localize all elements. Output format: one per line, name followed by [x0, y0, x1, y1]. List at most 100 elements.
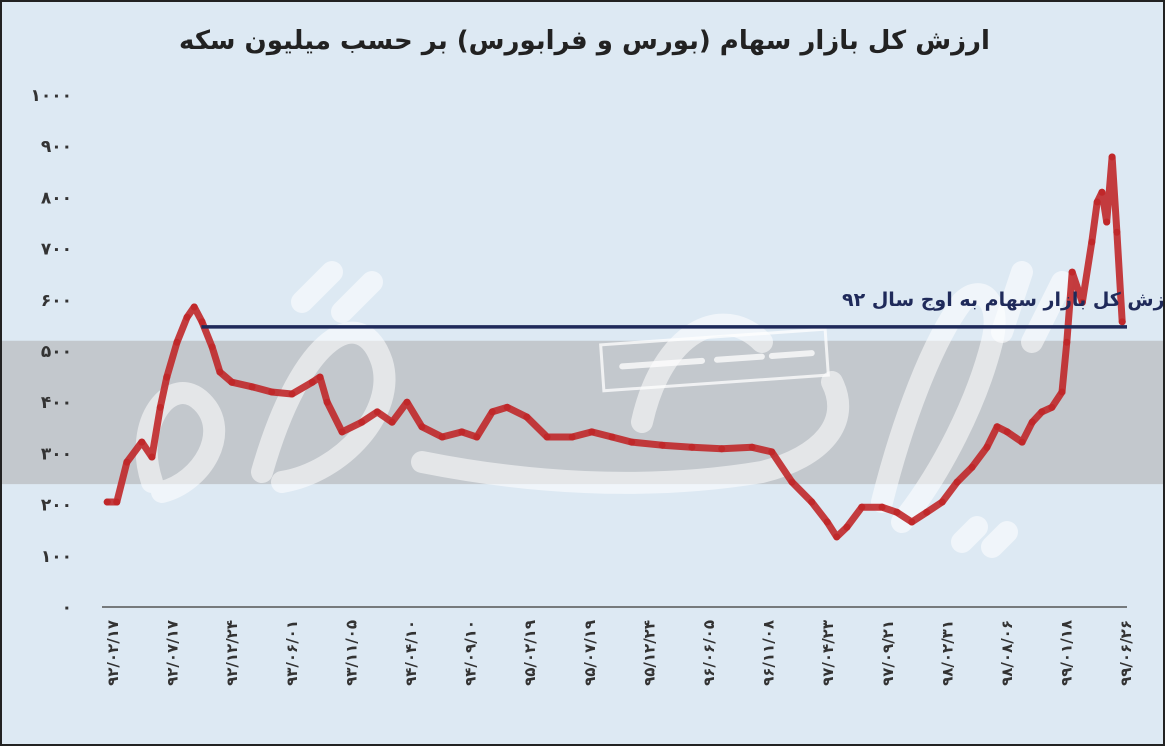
watermark-stamp-mark: [713, 353, 765, 363]
x-tick-label: ۹۵/۰۲/۱۹: [521, 620, 539, 686]
data-point: [358, 418, 366, 426]
data-point: [938, 498, 946, 506]
data-point: [808, 498, 816, 506]
watermark-stroke: [951, 516, 1018, 558]
data-point: [248, 383, 256, 391]
data-point: [156, 403, 164, 411]
watermark: [135, 261, 1073, 558]
data-point: [568, 433, 576, 441]
x-tick-label: ۹۴/۰۹/۱۰: [462, 620, 480, 686]
data-point: [1028, 418, 1036, 426]
chart-title: ارزش کل بازار سهام (بورس و فرابورس) بر ح…: [179, 26, 990, 56]
y-tick-label: ۰: [62, 598, 72, 618]
y-tick-label: ۵۰۰: [41, 342, 72, 362]
data-point: [208, 343, 216, 351]
y-tick-label: ۶۰۰: [41, 291, 72, 311]
x-tick-label: ۹۷/۰۴/۲۳: [819, 620, 837, 686]
watermark-stroke: [871, 283, 1006, 533]
data-point: [228, 378, 236, 386]
data-point: [123, 458, 131, 466]
y-tick-label: ۲۰۰: [41, 496, 72, 516]
y-tick-label: ۸۰۰: [41, 188, 72, 208]
data-point: [893, 508, 901, 516]
data-point: [1118, 318, 1126, 326]
data-point: [993, 423, 1001, 431]
data-point: [628, 438, 636, 446]
y-tick-label: ۱۰۰۰: [30, 86, 72, 106]
data-point: [1003, 428, 1011, 436]
y-tick-label: ۱۰۰: [41, 547, 72, 567]
data-point: [163, 373, 171, 381]
watermark-box: [599, 327, 830, 393]
watermark-stroke: [135, 382, 226, 503]
data-point: [833, 533, 841, 541]
data-point: [288, 390, 296, 398]
data-point: [718, 445, 726, 453]
data-point: [316, 373, 324, 381]
data-point: [190, 303, 198, 311]
data-point: [1113, 228, 1121, 236]
watermark-stamp-mark: [619, 357, 706, 370]
x-tick-label: ۹۹/۰۶/۲۶: [1117, 620, 1135, 686]
data-point: [216, 368, 224, 376]
x-tick-label: ۹۲/۱۲/۲۴: [223, 620, 241, 686]
data-point: [458, 428, 466, 436]
data-point: [418, 423, 426, 431]
data-point: [878, 503, 886, 511]
data-point: [488, 408, 496, 416]
data-point: [403, 398, 411, 406]
data-point: [688, 443, 696, 451]
data-point: [658, 441, 666, 449]
data-point: [473, 433, 481, 441]
data-point: [1103, 218, 1111, 226]
data-point: [1018, 438, 1026, 446]
data-point: [858, 503, 866, 511]
y-tick-label: ۹۰۰: [41, 137, 72, 157]
data-point: [503, 403, 511, 411]
data-point: [543, 433, 551, 441]
x-tick-label: ۹۳/۰۶/۰۱: [283, 620, 301, 686]
data-point: [1058, 388, 1066, 396]
y-tick-label: ۷۰۰: [41, 240, 72, 260]
data-point: [308, 378, 316, 386]
x-tick-label: ۹۶/۰۶/۰۵: [700, 620, 718, 686]
x-tick-label: ۹۳/۱۱/۰۵: [342, 620, 360, 686]
watermark-stamp: [599, 327, 830, 393]
data-point: [323, 398, 331, 406]
watermark-stamp-mark: [768, 350, 815, 359]
x-tick-label: ۹۸/۰۲/۳۱: [938, 620, 956, 686]
data-point: [173, 338, 181, 346]
data-point: [1098, 188, 1106, 196]
x-tick-label: ۹۶/۱۱/۰۸: [760, 620, 778, 686]
data-point: [268, 388, 276, 396]
data-point: [923, 508, 931, 516]
x-tick-label: ۹۵/۱۲/۲۴: [640, 620, 658, 686]
data-point: [103, 498, 111, 506]
watermark-stroke: [251, 321, 396, 493]
data-point: [183, 313, 191, 321]
data-point: [148, 453, 156, 461]
x-tick-label: ۹۷/۰۹/۲۱: [879, 620, 897, 686]
watermark-stroke: [291, 261, 383, 323]
data-point: [953, 478, 961, 486]
data-point: [588, 428, 596, 436]
data-point: [843, 523, 851, 531]
data-point: [1063, 338, 1071, 346]
data-point: [1078, 298, 1086, 306]
data-point: [198, 318, 206, 326]
x-tick-label: ۹۲/۰۷/۱۷: [164, 620, 182, 686]
data-point: [138, 438, 146, 446]
y-tick-label: ۳۰۰: [41, 444, 72, 464]
data-point: [908, 518, 916, 526]
data-point: [788, 478, 796, 486]
data-point: [388, 418, 396, 426]
reference-line-label: رسیدن ارزش کل بازار سهام به اوج سال ۹۲: [842, 289, 1165, 311]
data-point: [338, 428, 346, 436]
data-point: [748, 443, 756, 451]
data-point: [608, 433, 616, 441]
data-point: [373, 408, 381, 416]
watermark-stroke: [991, 261, 1073, 353]
data-point: [1093, 198, 1101, 206]
data-point: [1048, 403, 1056, 411]
